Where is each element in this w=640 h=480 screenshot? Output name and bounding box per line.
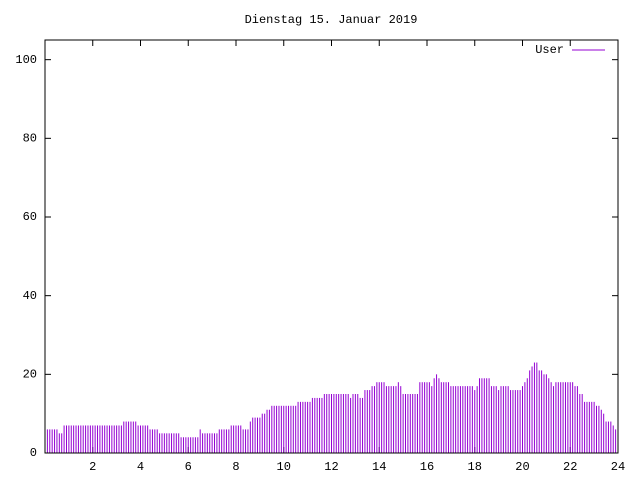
x-tick-label: 22 bbox=[563, 460, 577, 474]
x-tick-label: 20 bbox=[515, 460, 529, 474]
plot-frame bbox=[44, 39, 619, 454]
x-tick-label: 14 bbox=[372, 460, 386, 474]
x-tick-label: 18 bbox=[468, 460, 482, 474]
chart-title: Dienstag 15. Januar 2019 bbox=[245, 13, 418, 27]
y-tick-label: 100 bbox=[15, 53, 37, 67]
x-tick-label: 2 bbox=[89, 460, 96, 474]
x-tick-label: 10 bbox=[277, 460, 291, 474]
x-tick-label: 24 bbox=[611, 460, 625, 474]
y-tick-label: 60 bbox=[23, 210, 37, 224]
legend-label: User bbox=[535, 43, 564, 57]
y-tick-label: 80 bbox=[23, 132, 37, 146]
x-tick-label: 8 bbox=[232, 460, 239, 474]
x-tick-label: 12 bbox=[324, 460, 338, 474]
y-tick-label: 40 bbox=[23, 289, 37, 303]
x-tick-label: 6 bbox=[185, 460, 192, 474]
y-tick-label: 20 bbox=[23, 368, 37, 382]
x-tick-label: 16 bbox=[420, 460, 434, 474]
x-tick-label: 4 bbox=[137, 460, 144, 474]
y-tick-label: 0 bbox=[30, 446, 37, 460]
